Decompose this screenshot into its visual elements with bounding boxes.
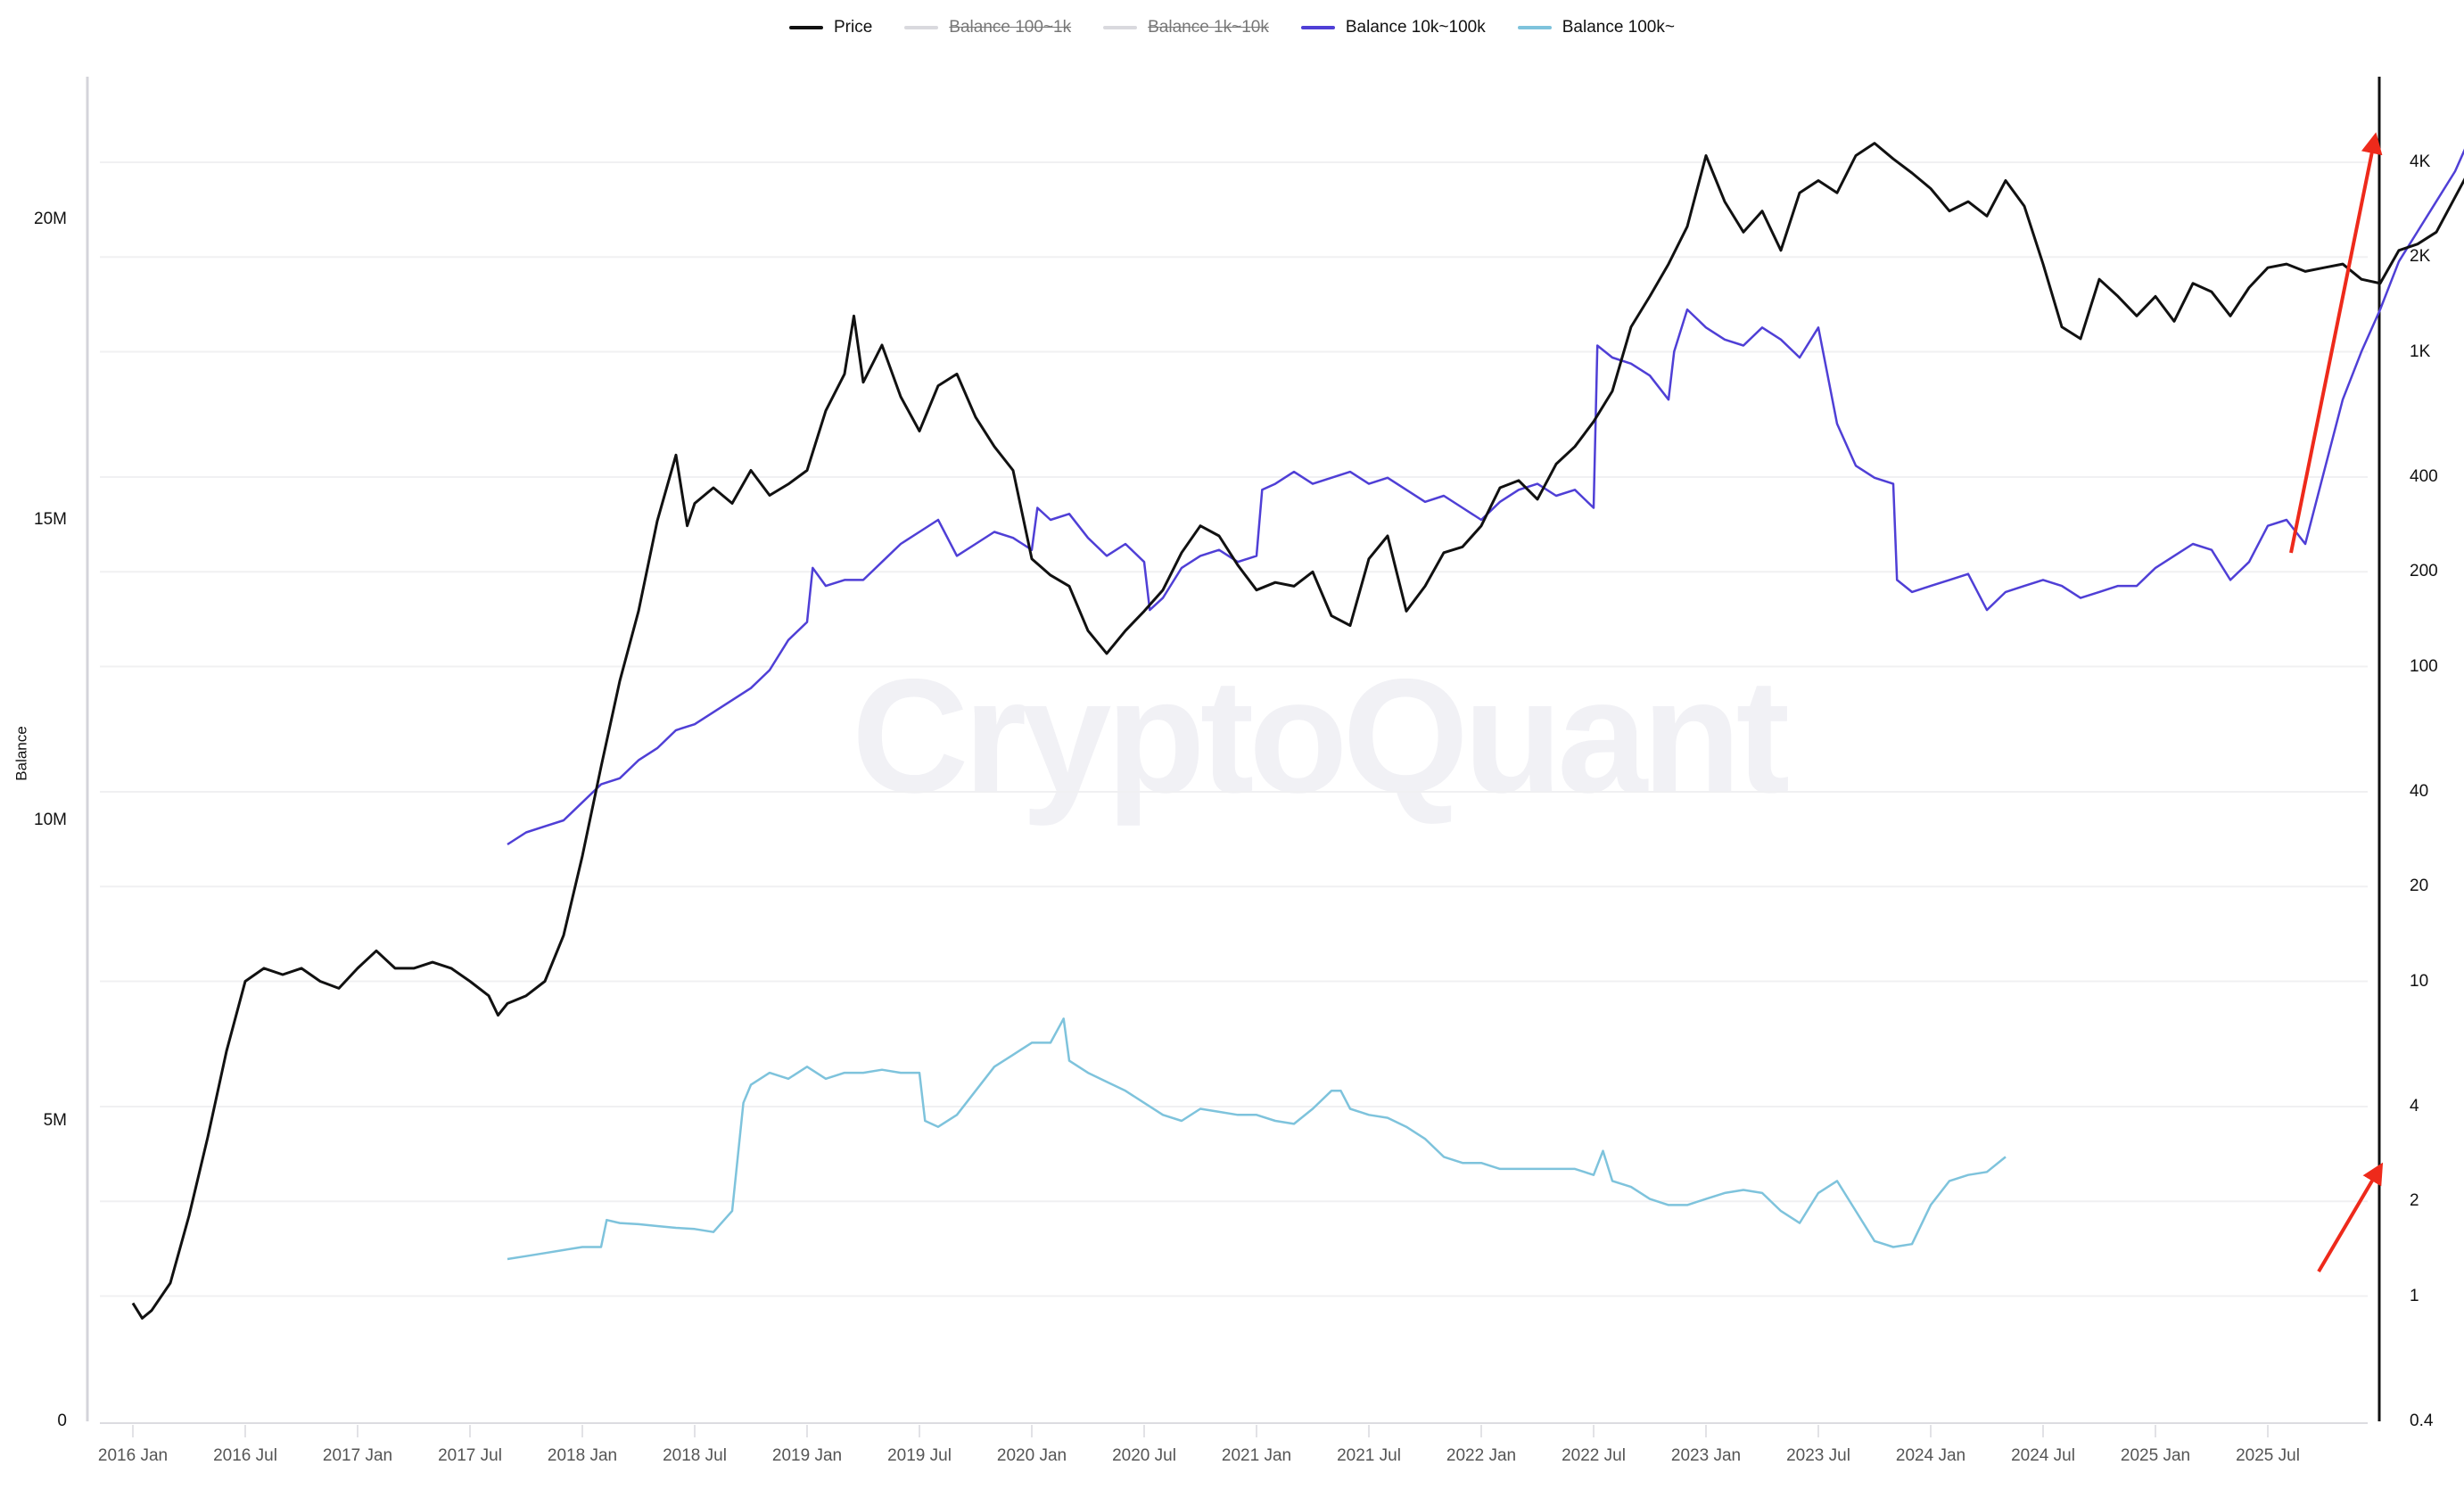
x-tick: 2018 Jul [663,1446,727,1465]
red-arrow-annotation [2317,1162,2384,1273]
y-tick-right: 1K [2410,342,2431,361]
y-tick-right: 10 [2410,971,2429,991]
legend-item-balance-1k-10k[interactable]: Balance 1k~10k [1103,18,1269,37]
y-tick-right: 100 [2410,656,2438,676]
y-tick-right: 1 [2410,1286,2419,1305]
x-tick: 2024 Jul [2011,1446,2075,1465]
x-tick: 2021 Jan [1221,1446,1292,1465]
y-tick-right: 2K [2410,247,2431,267]
x-tick: 2020 Jul [1112,1446,1176,1465]
series-price [131,142,2464,1320]
x-tick: 2019 Jul [887,1446,952,1465]
legend-label: Balance 100~1k [949,18,1072,37]
series-balance-100k- [507,1017,2007,1261]
legend-label: Balance 100k~ [1562,18,1675,37]
legend-swatch-balance-10k-100k [1300,26,1335,29]
legend-label: Price [834,18,873,37]
red-arrow-annotation [2289,132,2383,554]
x-axis-ticks [132,1425,2269,1437]
legend-item-balance-100k-plus[interactable]: Balance 100k~ [1517,18,1675,37]
y-tick-right: 20 [2410,877,2429,896]
y-tick-right: 40 [2410,782,2429,801]
x-tick: 2017 Jul [438,1446,502,1465]
x-tick: 2016 Jul [213,1446,277,1465]
y-tick-right: 0.4 [2410,1412,2434,1430]
x-tick: 2016 Jan [97,1446,169,1465]
series-balance-10k-100k [507,148,2464,846]
chart-legend: Price Balance 100~1k Balance 1k~10k Bala… [0,18,2464,37]
y-tick-left: 10M [34,811,67,829]
x-tick: 2023 Jul [1786,1446,1850,1465]
y-tick-left: 5M [43,1111,67,1130]
legend-item-balance-10k-100k[interactable]: Balance 10k~100k [1300,18,1486,37]
x-tick: 2022 Jan [1446,1446,1517,1465]
x-tick: 2025 Jul [2236,1446,2300,1465]
x-tick: 2025 Jan [2120,1446,2191,1465]
watermark: CryptoQuant [852,645,1790,827]
y-tick-left: 0 [57,1412,67,1430]
x-tick: 2019 Jan [771,1446,843,1465]
legend-swatch-balance-1k-10k [1103,26,1138,29]
x-tick: 2024 Jan [1895,1446,1966,1465]
x-tick: 2018 Jan [547,1446,618,1465]
y-tick-right: 200 [2410,562,2438,581]
legend-swatch-balance-100-1k [904,26,939,29]
series-lines [131,142,2464,1320]
legend-swatch-balance-100k-plus [1517,26,1552,29]
gridlines [100,161,2368,1297]
legend-swatch-price [789,26,823,29]
x-tick: 2022 Jul [1562,1446,1626,1465]
y-tick-right: 400 [2410,467,2438,486]
x-tick: 2020 Jan [996,1446,1067,1465]
y-tick-left: 15M [34,510,67,529]
legend-item-balance-100-1k[interactable]: Balance 100~1k [904,18,1071,37]
legend-item-price[interactable]: Price [789,18,872,37]
legend-label: Balance 1k~10k [1148,18,1269,37]
x-tick: 2017 Jan [322,1446,393,1465]
legend-label: Balance 10k~100k [1345,18,1486,37]
annotation-arrows [2289,132,2384,1273]
y-tick-left: 20M [34,210,67,228]
y-axis-label-left: Balance [12,726,30,781]
y-tick-right: 4K [2410,152,2431,171]
x-tick: 2021 Jul [1337,1446,1401,1465]
y-tick-right: 2 [2410,1191,2419,1211]
y-tick-right: 4 [2410,1097,2419,1115]
x-tick: 2023 Jan [1670,1446,1742,1465]
